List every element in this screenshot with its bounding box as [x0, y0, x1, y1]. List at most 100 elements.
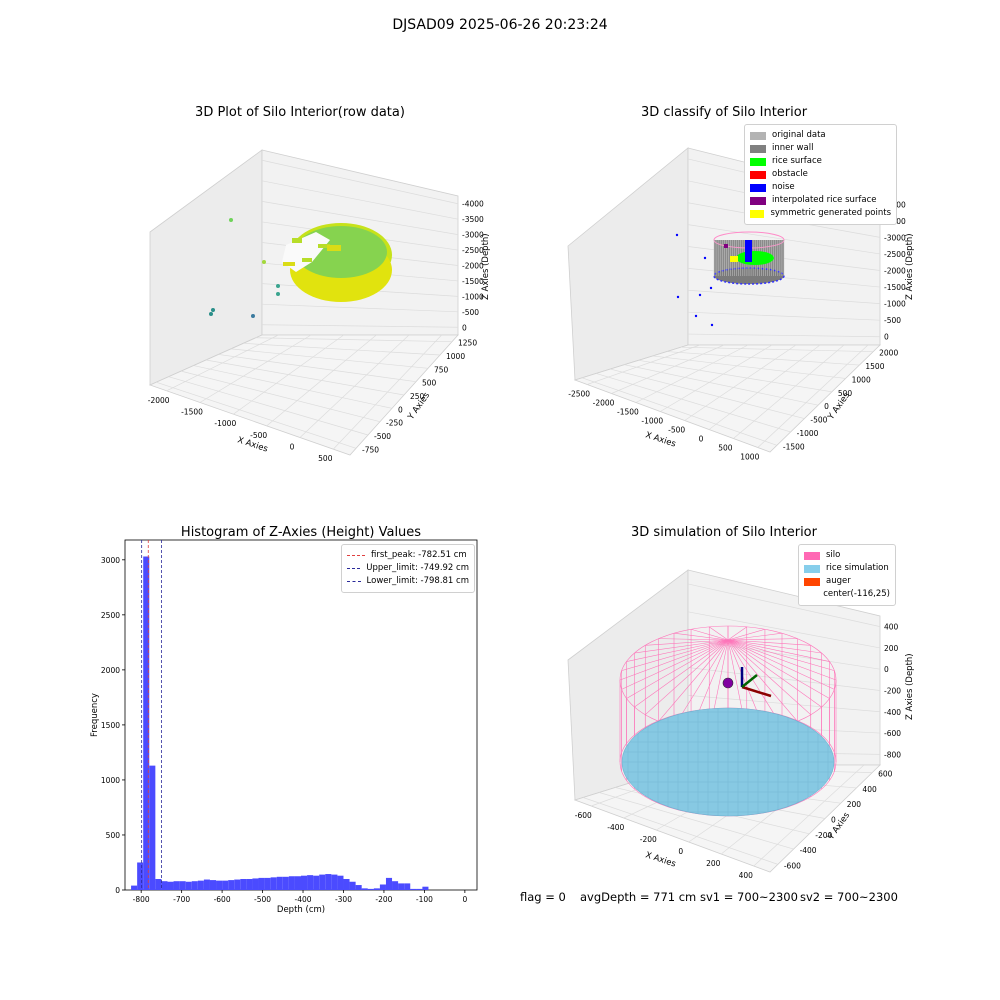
y-tick-label: -1500: [783, 442, 805, 451]
histogram-bar: [282, 876, 289, 890]
y-tick-label: 750: [434, 365, 449, 374]
x-tick-label: 0: [699, 435, 704, 444]
z-tick-label: -1500: [462, 277, 484, 286]
histogram-bar: [331, 874, 338, 890]
z-tick-label: -3000: [462, 231, 484, 240]
z-tick-label: -200: [884, 687, 901, 696]
legend-swatch: [750, 209, 765, 218]
legend-swatch: [750, 131, 766, 140]
histogram-bar: [294, 876, 301, 890]
y-tick-label: 200: [847, 800, 862, 809]
plot4-zlabel: Z Axies (Depth): [905, 653, 915, 720]
z-tick-label: -2000: [462, 262, 484, 271]
z-tick-label: -1500: [884, 283, 906, 292]
y-tick-label: -600: [784, 861, 801, 870]
y-tick-label: -250: [386, 419, 403, 428]
legend-swatch: [347, 581, 361, 582]
legend-label: rice surface: [772, 156, 822, 166]
legend-entry: symmetric generated points: [750, 207, 891, 220]
legend-label: Upper_limit: -749.92 cm: [366, 563, 469, 573]
legend-label: inner wall: [772, 143, 814, 153]
x-tick-label: -100: [416, 895, 433, 904]
plot4-legend: silo rice simulation auger center(-116,25): [798, 544, 896, 606]
histogram-bar: [355, 885, 362, 890]
histogram-bar: [228, 880, 235, 890]
x-tick-label: -1500: [617, 408, 639, 417]
histogram-bar: [385, 877, 393, 890]
legend-entry: Lower_limit: -798.81 cm: [347, 575, 469, 588]
x-tick-label: 0: [462, 895, 467, 904]
histogram-bar: [276, 876, 283, 890]
x-tick-label: -400: [607, 823, 624, 832]
plot3-xlabel: Depth (cm): [277, 905, 325, 915]
histogram-bar: [288, 876, 295, 890]
y-tick-label: -750: [362, 445, 379, 454]
y-tick-label: -1000: [797, 429, 819, 438]
y-tick-label: 500: [422, 379, 437, 388]
x-tick-label: 0: [678, 847, 683, 856]
legend-entry: auger: [804, 575, 890, 588]
histogram-bar: [337, 875, 344, 890]
plot4-title: 3D simulation of Silo Interior: [631, 525, 818, 540]
x-tick-label: 500: [718, 444, 733, 453]
legend-label: rice simulation: [826, 563, 889, 573]
footer-flag: flag = 0: [520, 890, 566, 904]
y-tick-label: -500: [374, 432, 391, 441]
histogram-bar: [234, 879, 241, 890]
y-tick-label: 600: [878, 770, 893, 779]
figure-title: DJSAD09 2025-06-26 20:23:24: [392, 17, 608, 33]
z-tick-label: 0: [884, 333, 889, 342]
legend-entry: interpolated rice surface: [750, 194, 891, 207]
x-tick-label: -2000: [593, 399, 615, 408]
legend-swatch: [804, 564, 820, 573]
histogram-bar: [367, 888, 374, 890]
x-tick-label: 1000: [740, 453, 759, 462]
x-tick-label: -200: [375, 895, 392, 904]
y-tick-label: 3000: [101, 556, 120, 565]
plot1-title: 3D Plot of Silo Interior(row data): [195, 105, 405, 120]
plot3-ylabel: Frequency: [90, 693, 100, 737]
x-tick-label: -700: [173, 895, 190, 904]
x-tick-label: 400: [739, 871, 754, 880]
footer-sv2: sv2 = 700~2300: [800, 890, 898, 904]
x-tick-label: -1500: [181, 408, 203, 417]
plot1-zlabel: Z Axies (Depth): [481, 233, 491, 300]
z-tick-label: 0: [884, 665, 889, 674]
histogram-bar: [379, 884, 386, 890]
legend-entry: Upper_limit: -749.92 cm: [347, 562, 469, 575]
z-tick-label: -500: [462, 308, 479, 317]
legend-entry: original data: [750, 129, 891, 142]
y-tick-label: 1500: [865, 362, 884, 371]
z-tick-label: 400: [884, 623, 899, 632]
z-tick-label: 200: [884, 644, 899, 653]
histogram-bar: [197, 880, 204, 890]
x-tick-label: 500: [318, 454, 333, 463]
histogram-bar: [191, 881, 198, 890]
legend-entry: obstacle: [750, 168, 891, 181]
histogram-bar: [246, 878, 253, 890]
histogram-bar: [216, 880, 223, 890]
histogram-bar: [392, 881, 399, 890]
x-tick-label: -2500: [568, 390, 590, 399]
legend-entry: first_peak: -782.51 cm: [347, 549, 469, 562]
y-tick-label: 0: [824, 402, 829, 411]
histogram-bar: [143, 556, 150, 890]
legend-entry: inner wall: [750, 142, 891, 155]
y-tick-label: 2000: [101, 666, 120, 675]
legend-label: symmetric generated points: [770, 208, 891, 218]
footer-avg-depth: avgDepth = 771 cm: [580, 890, 697, 904]
x-tick-label: -600: [214, 895, 231, 904]
z-tick-label: 0: [462, 323, 467, 332]
histogram-bar: [161, 881, 168, 890]
legend-swatch: [347, 555, 365, 556]
histogram-bar: [131, 885, 138, 890]
x-tick-label: -1000: [214, 419, 236, 428]
legend-swatch: [804, 551, 820, 560]
y-tick-label: 1250: [458, 339, 477, 348]
y-tick-label: -200: [815, 831, 832, 840]
x-tick-label: -500: [254, 895, 271, 904]
